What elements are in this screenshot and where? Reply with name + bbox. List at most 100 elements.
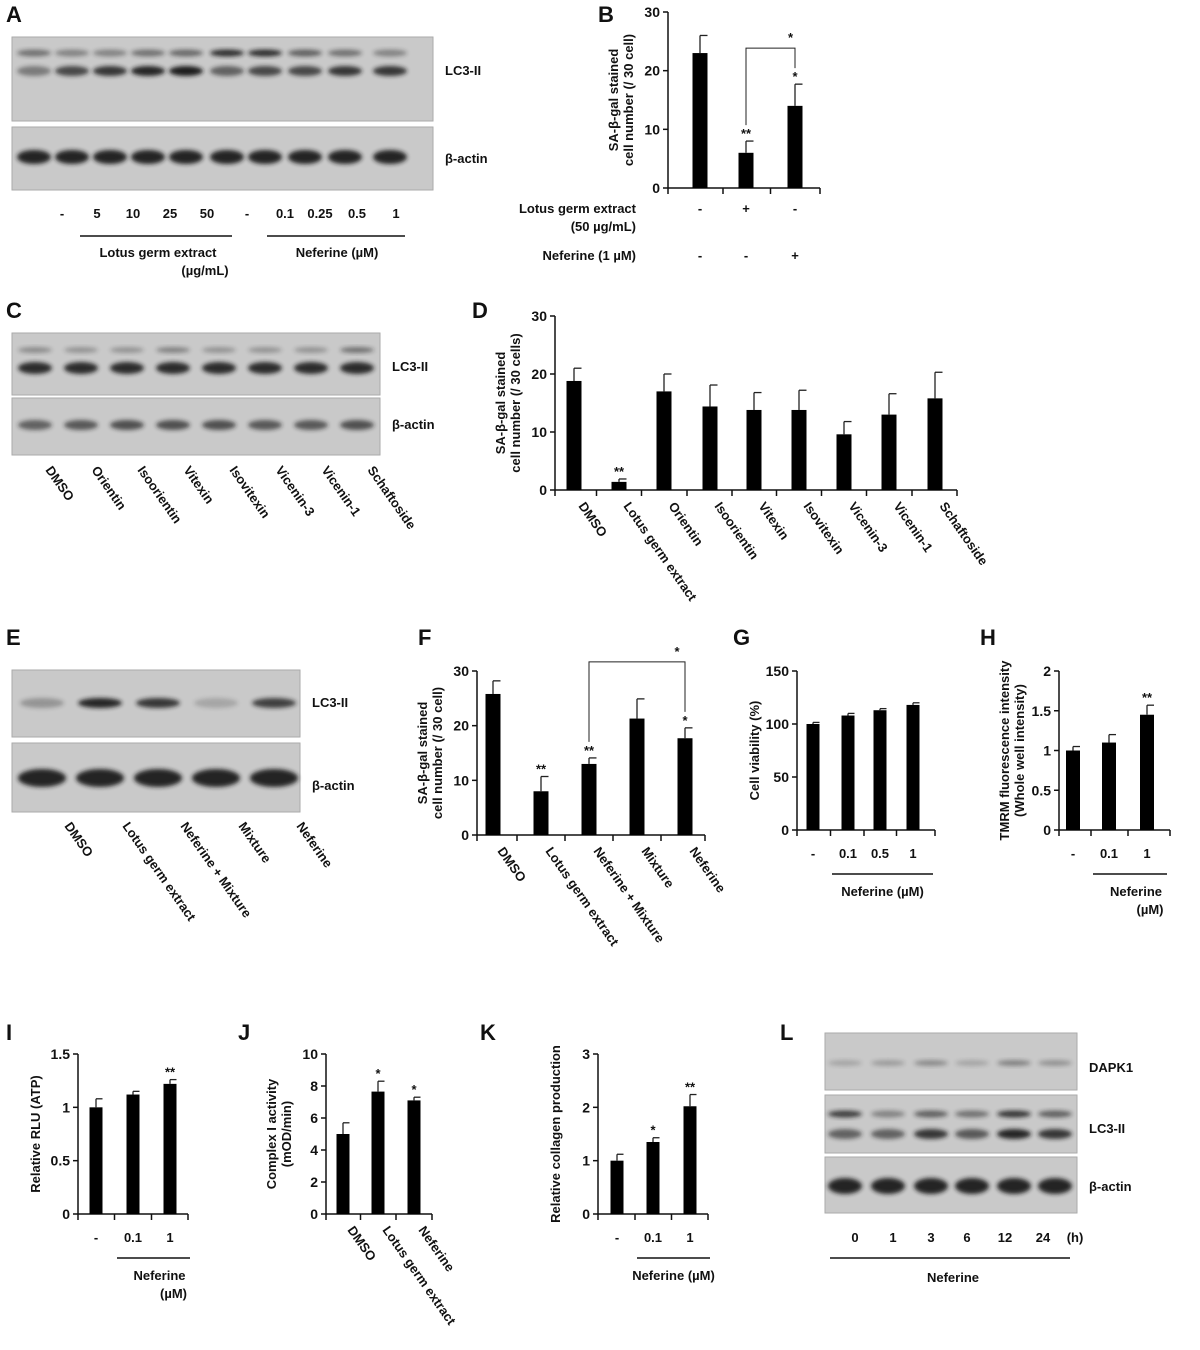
blot-band [828,1129,862,1139]
y-axis-label: Relative collagen production [548,1045,563,1223]
x-tick-label: 0.1 [1100,846,1118,861]
lane-label: 1 [392,206,399,221]
panel-letter: J [238,1020,250,1045]
group-label: Lotus germ extract [99,245,217,260]
bar [702,406,718,490]
bar [692,53,708,188]
x-tick-label: 1 [909,846,916,861]
significance-star: ** [584,743,595,758]
blot-band [328,150,362,164]
y-axis-label: SA-β-gal stained [493,352,508,455]
y-tick-label: 0 [652,180,660,196]
blot-band [955,1129,989,1139]
blot-band [64,347,98,353]
bar [89,1107,103,1214]
x-tick-label: - [1071,846,1075,861]
bar [787,105,803,188]
blot-band [93,150,127,164]
panel-letter: G [733,625,750,650]
y-axis-label: (Whole well intensity) [1012,684,1027,817]
blot-band [955,1110,989,1118]
panel-letter: F [418,625,431,650]
bar [485,693,501,835]
comparison-bracket [588,661,686,742]
lane-label: Vitexin [181,463,218,506]
x-tick-label: DMSO [576,499,611,540]
lane-label: 24 [1036,1230,1051,1245]
blot-band [18,420,52,430]
y-tick-label: 1.5 [1032,703,1052,719]
bar [566,380,582,490]
lane-label: DMSO [62,819,97,860]
y-axis-label: SA-β-gal stained [606,49,621,152]
blot-band [828,1060,862,1066]
significance-star: * [792,69,798,84]
bar [806,724,820,830]
blot-band [914,1110,948,1118]
blot-band [169,150,203,164]
y-tick-label: 150 [766,663,790,679]
blot-band [20,698,64,708]
lane-label: 5 [93,206,100,221]
y-axis-label: Cell viability (%) [747,701,762,801]
panel-letter: H [980,625,996,650]
comparison-star: * [674,644,680,659]
lane-label: - [60,206,64,221]
significance-star: * [375,1066,381,1081]
band-label: LC3-II [312,695,348,710]
x-tick-label: Isoorientin [712,499,762,562]
blot-band [210,150,244,164]
y-axis-label: (mOD/min) [279,1101,294,1167]
row-label: Neferine (1 µM) [543,248,636,263]
blot-band [93,66,127,76]
lane-label: 0 [851,1230,858,1245]
y-tick-label: 100 [766,716,790,732]
significance-star: * [650,1123,656,1138]
blot-band [1038,1129,1072,1139]
bar [1066,750,1080,830]
lane-label: 1 [889,1230,896,1245]
blot-band [288,49,322,57]
x-tick-label: 0.1 [644,1230,662,1245]
lane-label: Orientin [89,463,130,512]
lane-label: Schaftoside [365,463,420,532]
y-tick-label: 10 [302,1046,318,1062]
x-tick-label: Mixture [639,844,678,890]
row-value: + [742,201,750,216]
blot-band [202,362,236,374]
blot-band [202,347,236,353]
y-tick-label: 2 [582,1099,590,1115]
lane-label: - [245,206,249,221]
y-axis-label: Relative RLU (ATP) [28,1075,43,1193]
unit-label: (h) [1067,1230,1084,1245]
y-tick-label: 6 [310,1110,318,1126]
y-tick-label: 0.5 [1032,782,1052,798]
y-tick-label: 10 [644,121,660,137]
y-tick-label: 1.5 [51,1046,71,1062]
bar [683,1106,697,1214]
blot-band [828,1178,862,1194]
blot-band [110,347,144,353]
bar [677,738,693,835]
blot-band [17,49,51,57]
x-tick-label: Vicenin-3 [846,499,891,555]
bar [873,710,887,830]
significance-star: * [682,713,688,728]
blot-band [210,66,244,76]
blot-band [156,420,190,430]
group-label: (µM) [160,1286,187,1301]
group-label: Neferine (µM) [841,884,924,899]
bar [581,763,597,835]
row-value: - [698,201,702,216]
lane-label: Neferine [294,819,336,870]
blot-band [131,150,165,164]
blot-band [76,769,124,787]
y-axis-label: cell number (/ 30 cells) [508,333,523,472]
y-tick-label: 4 [310,1142,318,1158]
panel-letter: I [6,1020,12,1045]
x-tick-label: 1 [686,1230,693,1245]
blot-band [194,698,238,708]
significance-star: * [411,1082,417,1097]
y-tick-label: 0 [310,1206,318,1222]
